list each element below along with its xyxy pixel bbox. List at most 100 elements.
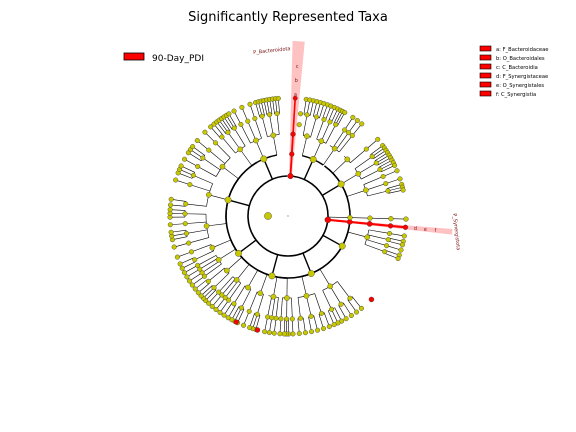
tree-branch [308,316,312,332]
taxon-node [182,221,188,227]
taxon-node [342,110,348,116]
tree-branch [234,127,246,147]
tree-branch [219,300,229,313]
legend-label-90-day-pdi: 90-Day_PDI [152,54,204,64]
tree-branch [321,121,331,142]
taxon-node [268,272,276,280]
tree-branch [310,116,317,138]
tree-branch [371,147,385,157]
taxon-node [278,316,284,322]
tree-branch [184,158,198,167]
tree-branch [347,231,368,238]
taxon-node [219,292,225,298]
taxon-node [241,322,247,328]
tree-branch [170,223,186,226]
taxa-legend-label-f: f: C_Synergistia [496,92,536,98]
tree-branch [278,98,280,114]
tree-branches [170,98,406,335]
taxon-node [194,138,200,144]
taxon-node [239,104,245,110]
taxon-node [296,330,302,336]
tree-branch [385,178,401,184]
taxon-node [178,163,184,169]
enriched-taxon-node [366,221,373,227]
taxa-legend-swatch-c [479,63,492,70]
enriched-taxon-node [387,223,394,229]
tree-branch [289,154,293,177]
tree-branch [328,107,335,122]
taxon-node [195,163,201,169]
tree-branch [347,299,357,313]
taxon-node [219,134,225,140]
taxon-node [373,160,379,166]
tree-branch [193,175,213,184]
tree-branch [303,159,314,180]
tree-branch [254,118,262,139]
taxon-node [363,187,369,194]
taxon-node [383,181,389,187]
taxon-node [168,229,174,235]
tree-branch [302,136,308,156]
taxon-node [354,118,360,124]
tree-branch [331,108,338,123]
taxon-node [182,211,188,217]
tree-branch [321,183,342,196]
taxon-node [281,331,287,337]
taxon-node [401,233,407,239]
taxon-node [358,305,364,311]
taxon-node [298,111,304,117]
tree-branch [316,102,321,118]
tree-branch [240,124,251,144]
enriched-taxon-node [368,296,375,303]
taxon-node [226,297,232,303]
taxon-node [192,286,198,292]
taxon-node [235,249,242,257]
tree-branch [316,119,325,140]
taxon-node [262,329,268,335]
tree-branch [272,135,278,156]
taxon-node [260,155,268,163]
chart-title: Significantly Represented Taxa [188,10,388,25]
tree-branch [367,190,388,197]
clade-labels: c b a f e d P_Bacteroidota P_Synergistota [253,46,461,251]
tree-branch [385,249,400,256]
tree-branch [350,148,367,163]
taxon-node [270,132,277,139]
taxon-node [264,212,272,220]
taxon-node [190,172,196,178]
taxon-node [271,330,277,336]
taxon-node [183,201,189,207]
tree-branch [248,291,258,312]
tree-branch [256,294,264,315]
tree-branch [260,101,265,116]
taxon-node [367,215,373,221]
tree-branch [226,257,242,271]
taxon-node [205,278,211,284]
taxon-node [245,118,251,124]
taxon-node [398,247,404,253]
tree-branch [170,209,186,211]
tree-branch [197,255,217,266]
tree-branch [302,252,312,274]
taxon-node [277,331,283,337]
taxon-node [270,293,277,300]
tree-branch [332,129,345,148]
clade-name-synergistota: P_Synergistota [451,213,461,251]
enriched-taxon-node [289,151,295,157]
tree-branch [192,146,205,156]
tree-branch [319,103,325,119]
tree-branch [276,113,280,135]
tree-branch [273,276,278,297]
tree-branch [213,123,224,136]
tree-branch [218,248,236,261]
taxon-node [253,137,259,144]
clade-shades [289,41,453,235]
tree-branch [213,272,230,288]
taxon-node [171,244,177,250]
tree-branch [322,290,332,310]
taxon-node [375,136,381,142]
taxon-node [224,267,230,274]
clade-name-bacteroidota: P_Bacteroidota [253,46,291,56]
taxon-node [190,143,196,149]
taxon-node [183,230,189,236]
